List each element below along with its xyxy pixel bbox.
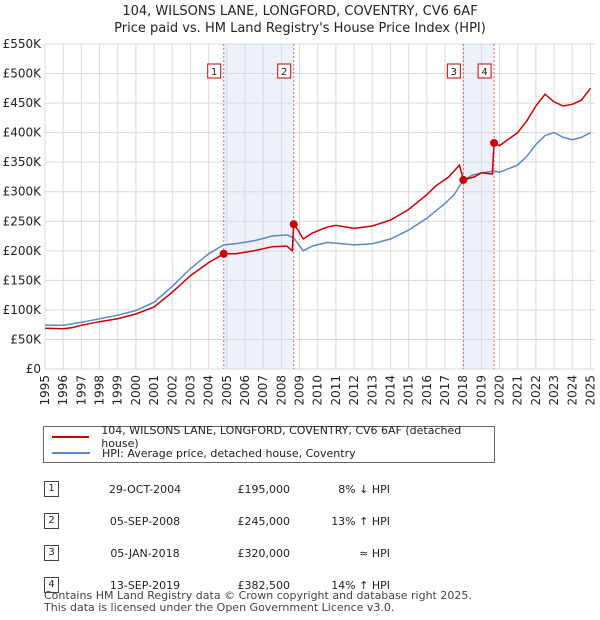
sale-number-label: 3: [451, 67, 457, 78]
x-tick-label: 2019: [474, 375, 488, 406]
x-tick-label: 2013: [365, 375, 379, 406]
x-tick-label: 2014: [383, 375, 397, 406]
y-tick-label: £0: [26, 362, 41, 376]
legend-hpi-label: HPI: Average price, detached house, Cove…: [102, 446, 356, 460]
x-tick-label: 2004: [202, 375, 216, 406]
x-tick-label: 1998: [93, 375, 107, 406]
sale-number-box: [207, 63, 222, 79]
x-tick-label: 2005: [220, 375, 234, 406]
shaded-period: [223, 44, 294, 369]
sale-number-label: 1: [211, 67, 217, 78]
sale-number-label: 2: [281, 67, 287, 78]
transaction-hpi-comparison: ≈ HPI: [359, 546, 390, 560]
sale-number-box: [446, 63, 461, 79]
x-tick-label: 1995: [38, 375, 52, 406]
x-tick-label: 2007: [256, 375, 270, 406]
transaction-price: £245,000: [237, 514, 291, 528]
x-tick-label: 2010: [311, 375, 325, 406]
y-tick-label: £400K: [3, 126, 43, 140]
x-tick-label: 2021: [511, 375, 525, 406]
transaction-number: 1: [44, 481, 59, 497]
sale-point: [219, 249, 228, 258]
x-tick-label: 2008: [274, 375, 288, 406]
sale-point: [490, 138, 499, 147]
chart-subtitle: Price paid vs. HM Land Registry's House …: [114, 21, 486, 36]
x-tick-label: 2003: [183, 375, 197, 406]
y-tick-label: £350K: [3, 155, 43, 169]
table-row: 1 29-OCT-2004 £195,000 8% ↓ HPI: [40, 473, 390, 505]
table-row: 2 05-SEP-2008 £245,000 13% ↑ HPI: [40, 505, 390, 537]
transaction-date: 05-SEP-2008: [109, 514, 181, 528]
transaction-price: £195,000: [237, 482, 291, 496]
transaction-price: £382,500: [237, 578, 291, 592]
transaction-hpi-comparison: 14% ↑ HPI: [331, 578, 390, 592]
y-tick-label: £550K: [3, 37, 43, 51]
plot-area: [45, 44, 595, 369]
chart-legend: 104, WILSONS LANE, LONGFORD, COVENTRY, C…: [43, 424, 495, 463]
chart-title: 104, WILSONS LANE, LONGFORD, COVENTRY, C…: [122, 4, 478, 19]
y-tick-label: £50K: [10, 332, 42, 346]
x-tick-label: 2012: [347, 375, 361, 406]
x-tick-label: 2023: [547, 375, 561, 406]
price-chart: £0 £50K £100K £150K £200K £250K £300K £350K £400…: [3, 37, 598, 406]
x-tick-label: 2025: [583, 375, 597, 406]
sale-number-box: [277, 63, 292, 79]
shaded-period: [463, 44, 495, 369]
legend-item-hpi: HPI: Average price, detached house, Cove…: [52, 446, 356, 460]
y-tick-label: £250K: [3, 214, 43, 228]
sale-point: [289, 220, 298, 229]
transaction-date: 13-SEP-2019: [109, 578, 181, 592]
sale-number-label: 4: [481, 67, 487, 78]
footer-line-1: Contains HM Land Registry data © Crown c…: [44, 589, 472, 602]
sale-number-box: [477, 63, 492, 79]
x-tick-label: 2016: [420, 375, 434, 406]
x-tick-label: 2002: [165, 375, 179, 406]
transaction-hpi-comparison: 13% ↑ HPI: [331, 514, 390, 528]
x-tick-label: 2001: [147, 375, 161, 406]
x-tick-label: 2022: [529, 375, 543, 406]
x-tick-label: 2009: [293, 375, 307, 406]
y-tick-label: £100K: [3, 303, 43, 317]
hpi-series-line: [45, 131, 591, 327]
y-tick-label: £150K: [3, 273, 43, 287]
transaction-number: 2: [44, 513, 59, 529]
transaction-date: 29-OCT-2004: [108, 482, 182, 496]
x-tick-label: 2020: [493, 375, 507, 406]
x-tick-label: 2015: [402, 375, 416, 406]
transaction-hpi-comparison: 8% ↓ HPI: [338, 482, 390, 496]
y-tick-label: £300K: [3, 185, 43, 199]
footer-line-2: This data is licensed under the Open Gov…: [44, 601, 395, 614]
transaction-price: £320,000: [237, 546, 291, 560]
x-tick-label: 2011: [329, 375, 343, 406]
y-tick-label: £450K: [3, 96, 43, 110]
legend-item-property: 104, WILSONS LANE, LONGFORD, COVENTRY, C…: [52, 424, 494, 450]
x-tick-label: 2000: [129, 375, 143, 406]
property-series-line: [44, 87, 592, 330]
x-tick-label: 2024: [565, 375, 579, 406]
legend-hpi-line: [52, 452, 90, 454]
table-row: 3 05-JAN-2018 £320,000 ≈ HPI: [40, 537, 390, 569]
x-tick-label: 1997: [74, 375, 88, 406]
y-tick-label: £500K: [3, 67, 43, 81]
legend-property-line: [52, 436, 90, 438]
footer-copyright: Contains HM Land Registry data © Crown c…: [44, 590, 472, 614]
x-tick-label: 1999: [111, 375, 125, 406]
transaction-number: 4: [44, 577, 59, 593]
x-tick-label: 2006: [238, 375, 252, 406]
sale-point: [459, 175, 468, 184]
x-tick-label: 2017: [438, 375, 452, 406]
x-tick-label: 1996: [56, 375, 70, 406]
y-tick-label: £200K: [3, 244, 43, 258]
table-row: 4 13-SEP-2019 £382,500 14% ↑ HPI: [40, 569, 390, 601]
transaction-date: 05-JAN-2018: [110, 546, 180, 560]
legend-property-label: 104, WILSONS LANE, LONGFORD, COVENTRY, C…: [101, 424, 462, 450]
transaction-number: 3: [44, 545, 59, 561]
x-tick-label: 2018: [456, 375, 470, 406]
transactions-table: 1 29-OCT-2004 £195,000 8% ↓ HPI 2 05-SEP…: [40, 473, 390, 601]
